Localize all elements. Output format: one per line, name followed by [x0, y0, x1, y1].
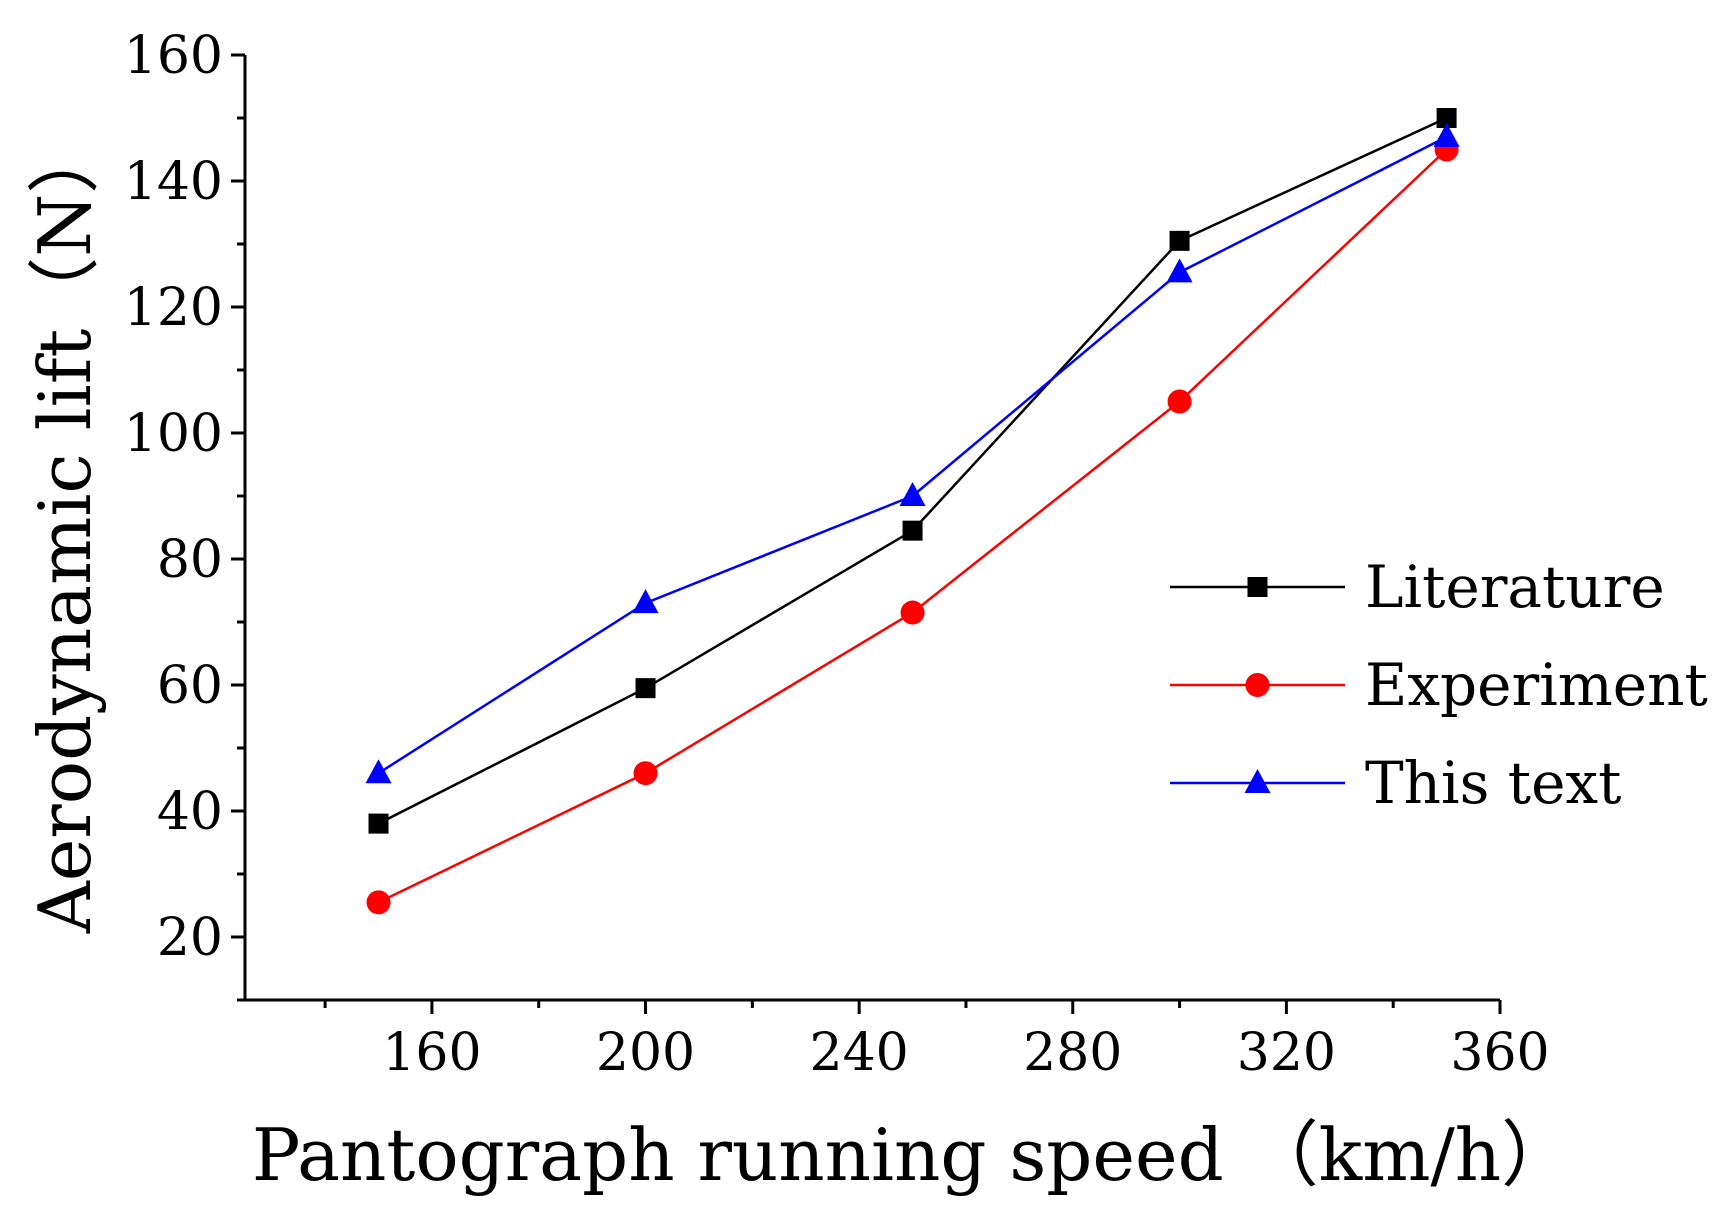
legend-item-this-text: This text: [1170, 749, 1621, 817]
x-tick-label: 200: [596, 1023, 695, 1083]
y-tick-label: 100: [124, 404, 223, 464]
data-point-literature: [1436, 108, 1457, 128]
legend-marker-literature: [1247, 577, 1268, 597]
y-tick-label: 20: [157, 908, 223, 968]
x-axis-title: Pantograph running speed （km/h）: [252, 1113, 1573, 1197]
legend: Literature Experiment This text: [1170, 553, 1708, 817]
x-tick-label: 240: [810, 1023, 909, 1083]
legend-label-experiment: Experiment: [1365, 651, 1708, 719]
y-tick-label: 120: [124, 278, 223, 338]
data-point-this-text: [1166, 258, 1193, 283]
series-literature: [368, 108, 1457, 834]
data-point-literature: [368, 813, 389, 834]
legend-label-this-text: This text: [1365, 749, 1621, 817]
data-point-this-text: [899, 482, 926, 506]
data-point-literature: [1169, 230, 1190, 251]
data-point-experiment: [900, 600, 925, 625]
x-tick-label: 160: [382, 1023, 481, 1083]
data-point-this-text: [632, 589, 659, 614]
y-tick-label: 60: [157, 656, 223, 716]
data-point-literature: [902, 520, 923, 541]
data-point-experiment: [366, 890, 391, 915]
legend-label-literature: Literature: [1365, 553, 1665, 621]
axes: [243, 55, 1500, 1002]
x-tick-label: 360: [1450, 1023, 1549, 1083]
series-this-text: [365, 122, 1460, 784]
y-tick-label: 40: [157, 782, 223, 842]
y-tick-label: 80: [157, 530, 223, 590]
legend-marker-experiment: [1245, 673, 1270, 697]
series-layer: [365, 108, 1460, 915]
legend-marker-this-text: [1244, 769, 1271, 793]
y-tick-label: 160: [124, 26, 223, 86]
data-point-this-text: [1433, 122, 1460, 147]
legend-item-literature: Literature: [1170, 553, 1665, 621]
series-experiment: [366, 137, 1459, 915]
ticks: 20 40 60 80 100 120 140 160 160 200 240 280 320 360: [124, 26, 1550, 1083]
x-tick-label: 320: [1237, 1023, 1336, 1083]
y-axis-title: Aerodynamic lift（N）: [23, 122, 107, 935]
series-line-this-text: [377, 135, 1448, 775]
data-point-literature: [635, 678, 656, 699]
data-point-experiment: [1167, 389, 1192, 414]
y-tick-label: 140: [124, 152, 223, 212]
data-point-experiment: [633, 761, 658, 786]
data-point-this-text: [365, 759, 392, 784]
x-tick-label: 280: [1023, 1023, 1122, 1083]
legend-item-experiment: Experiment: [1170, 651, 1708, 719]
series-line-literature: [377, 116, 1448, 825]
